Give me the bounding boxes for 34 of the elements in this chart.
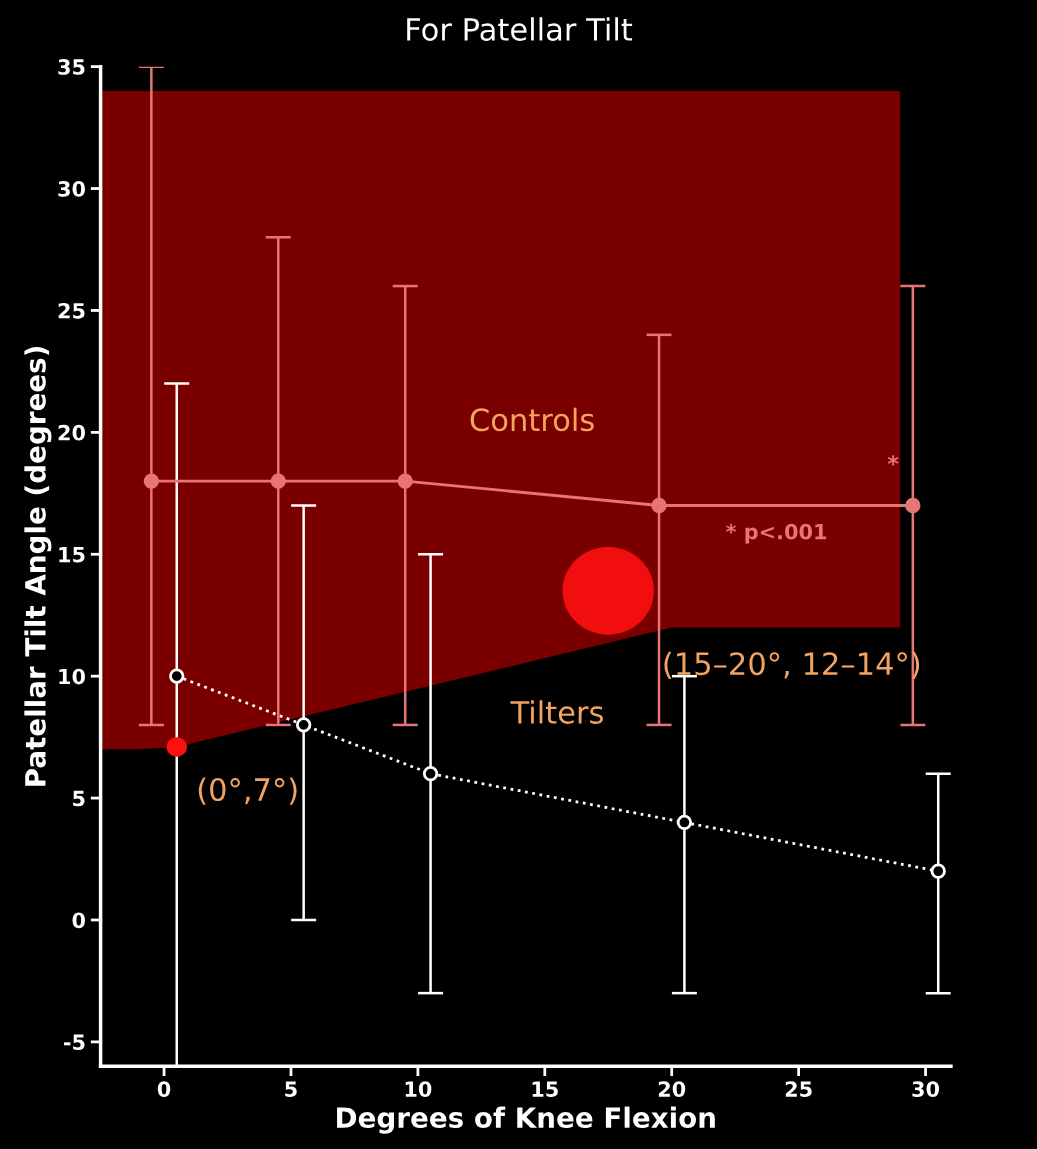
point [905,497,921,514]
x-tick-label: 30 [912,1081,940,1097]
annotation: * p<.001 [726,523,827,544]
x-tick-label: 0 [157,1081,171,1097]
x-tick-label: 20 [658,1081,686,1097]
y-tick-label: 35 [58,59,85,75]
point [676,814,693,831]
y-tick-label: 20 [58,424,86,441]
x-tick-label: 15 [532,1081,558,1097]
x-tick-label: 25 [785,1081,812,1097]
point [169,668,185,684]
point [930,863,946,879]
x-axis-title: Degrees of Knee Flexion [337,1106,715,1134]
annotation: * [887,455,899,466]
y-axis-title: Patellar Tilt Angle (degrees) [24,347,52,786]
y-tick-label: 25 [58,302,85,319]
point [296,717,312,733]
annotation: (0°,7°) [198,777,297,805]
y-tick-label: 0 [72,912,86,929]
y-tick-label: 30 [58,181,86,197]
point [651,497,667,514]
y-tick-label: 5 [73,790,85,807]
point [143,473,159,489]
chart-title: For Patellar Tilt [407,17,633,41]
y-tick-label: 10 [59,668,86,685]
x-tick-label: 5 [285,1081,297,1097]
point [397,473,413,489]
x-tick-label: 10 [405,1081,432,1097]
text: Tilters [510,700,603,724]
y-tick-label: 15 [59,546,85,563]
y-tick-label: -5 [63,1034,85,1051]
point [270,473,286,489]
series-label: Controls [470,407,594,432]
point [422,766,439,782]
